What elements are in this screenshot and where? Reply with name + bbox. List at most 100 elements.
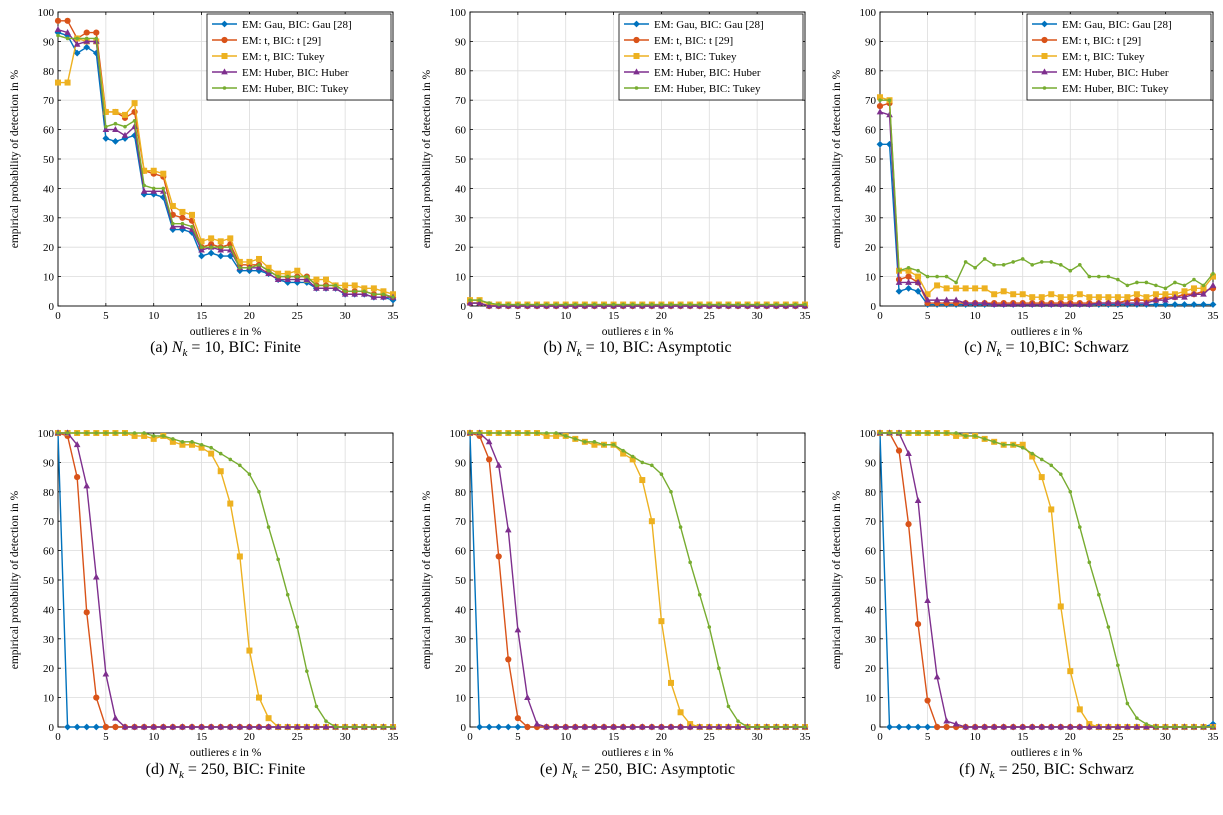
legend-label: EM: t, BIC: t [29] bbox=[1062, 35, 1141, 47]
x-tick-label: 15 bbox=[608, 731, 620, 743]
data-point bbox=[180, 221, 185, 226]
y-tick-label: 10 bbox=[455, 693, 467, 705]
x-tick-label: 10 bbox=[148, 310, 160, 322]
data-point bbox=[505, 656, 512, 663]
data-point bbox=[619, 723, 627, 730]
data-point bbox=[123, 431, 127, 435]
data-point bbox=[1001, 263, 1006, 267]
x-tick-label: 20 bbox=[1065, 731, 1077, 743]
y-tick-label: 40 bbox=[43, 183, 55, 195]
data-point bbox=[1049, 463, 1054, 468]
legend-box bbox=[618, 13, 804, 101]
data-point bbox=[189, 211, 195, 218]
data-point bbox=[954, 431, 958, 435]
data-point bbox=[466, 299, 474, 306]
data-point bbox=[132, 431, 137, 435]
caption: (b) Nk = 10, BIC: Asymptotic bbox=[543, 339, 731, 359]
legend-swatch-marker bbox=[1041, 53, 1048, 59]
data-point bbox=[1086, 300, 1093, 307]
series-4 bbox=[878, 98, 1215, 291]
legend-label: EM: Gau, BIC: Gau [28] bbox=[1062, 19, 1172, 31]
legend-swatch-marker bbox=[1042, 86, 1047, 90]
data-point bbox=[495, 461, 503, 468]
data-point bbox=[982, 437, 987, 441]
data-point bbox=[64, 17, 71, 24]
data-point bbox=[602, 442, 606, 447]
data-point bbox=[935, 274, 939, 279]
y-tick-label: 30 bbox=[455, 634, 467, 646]
data-point bbox=[313, 723, 320, 730]
data-point bbox=[142, 431, 146, 435]
data-point bbox=[658, 723, 665, 730]
chart-panel-b: 0 5 10 15 20 25 30 35 0 10 20 30 40 50 60 70 80 90 100 outl… bbox=[421, 7, 811, 359]
legend-swatch-marker bbox=[221, 68, 228, 75]
data-point bbox=[1162, 296, 1169, 303]
data-point bbox=[169, 723, 177, 730]
data-point bbox=[1048, 506, 1055, 513]
caption: (e) Nk = 250, BIC: Asymptotic bbox=[540, 761, 735, 781]
data-point bbox=[621, 448, 625, 453]
data-point bbox=[169, 438, 176, 445]
data-point bbox=[573, 437, 578, 441]
data-point bbox=[293, 723, 301, 730]
y-tick-label: 50 bbox=[865, 154, 877, 166]
data-point bbox=[188, 723, 196, 730]
data-point bbox=[142, 183, 146, 188]
data-point bbox=[179, 214, 186, 221]
data-point bbox=[971, 723, 979, 730]
data-point bbox=[583, 440, 587, 444]
data-point bbox=[571, 723, 579, 730]
data-point bbox=[341, 290, 349, 297]
data-point bbox=[275, 270, 282, 277]
data-point bbox=[83, 482, 91, 489]
x-tick-label: 35 bbox=[1208, 310, 1220, 322]
data-point bbox=[238, 463, 242, 468]
data-point bbox=[755, 302, 759, 307]
data-point bbox=[895, 287, 903, 295]
data-point bbox=[1097, 592, 1101, 597]
y-tick-label: 0 bbox=[461, 301, 467, 313]
data-point bbox=[1030, 451, 1035, 456]
x-tick-label: 30 bbox=[340, 731, 352, 743]
data-point bbox=[169, 203, 176, 210]
data-point bbox=[1066, 723, 1074, 730]
x-tick-label: 20 bbox=[244, 310, 256, 322]
data-point bbox=[179, 208, 186, 215]
y-tick-label: 30 bbox=[43, 213, 55, 225]
data-point bbox=[141, 167, 148, 174]
data-point bbox=[973, 434, 977, 438]
data-point bbox=[218, 245, 223, 249]
data-point bbox=[208, 450, 215, 457]
y-tick-label: 60 bbox=[43, 546, 55, 558]
data-point bbox=[1171, 301, 1179, 308]
data-point bbox=[992, 440, 996, 444]
data-point bbox=[1152, 296, 1160, 303]
data-point bbox=[1152, 301, 1160, 308]
data-point bbox=[265, 723, 272, 730]
data-point bbox=[485, 302, 493, 309]
data-point bbox=[1210, 273, 1216, 280]
data-point bbox=[1124, 294, 1131, 301]
data-point bbox=[381, 725, 386, 729]
legend-label: EM: Gau, BIC: Gau [28] bbox=[654, 19, 764, 31]
y-tick-label: 50 bbox=[455, 575, 467, 587]
data-point bbox=[1057, 294, 1064, 301]
data-point bbox=[102, 126, 110, 132]
data-point bbox=[104, 431, 108, 435]
data-point bbox=[228, 245, 233, 249]
x-axis-label: outlieres ε in % bbox=[190, 326, 262, 338]
data-point bbox=[506, 431, 511, 435]
chart-panel-e: 0 5 10 15 20 25 30 35 0 10 20 30 40 50 60 70 80 90 100 outl… bbox=[421, 428, 811, 781]
series-3 bbox=[876, 108, 1217, 307]
data-point bbox=[1057, 723, 1065, 730]
y-axis-label: empirical probability of detection in % bbox=[9, 69, 21, 248]
data-point bbox=[208, 235, 215, 242]
data-point bbox=[150, 187, 158, 194]
data-point bbox=[1192, 277, 1196, 282]
series-4 bbox=[56, 33, 395, 299]
data-point bbox=[112, 137, 119, 145]
data-point bbox=[1048, 291, 1055, 298]
data-point bbox=[305, 669, 309, 673]
data-point bbox=[669, 490, 673, 494]
y-tick-label: 60 bbox=[865, 125, 877, 137]
